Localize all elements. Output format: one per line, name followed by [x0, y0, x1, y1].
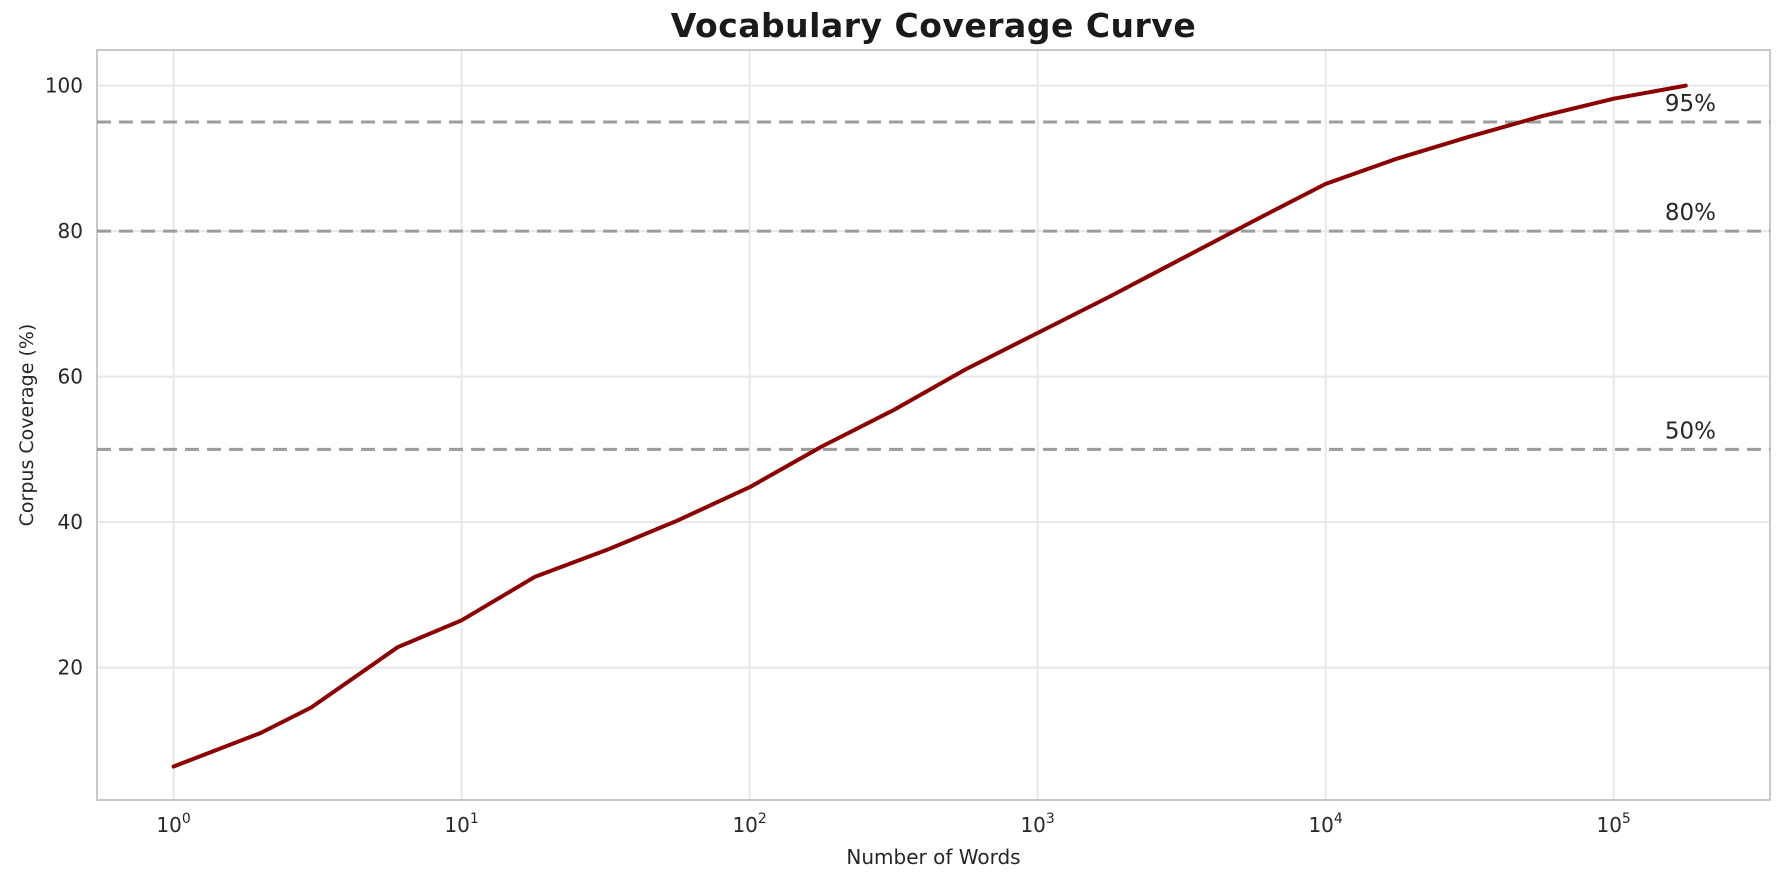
x-tick-label: 102: [732, 811, 766, 837]
y-tick-label: 80: [58, 219, 83, 243]
y-axis-label: Corpus Coverage (%): [16, 323, 38, 527]
y-tick-label: 20: [58, 656, 83, 680]
y-tick-label: 60: [58, 365, 83, 389]
y-tick-label: 100: [45, 74, 83, 98]
x-tick-label: 104: [1308, 811, 1342, 837]
x-tick-label: 101: [444, 811, 478, 837]
reference-line-label: 95%: [1665, 91, 1716, 117]
chart-title: Vocabulary Coverage Curve: [670, 6, 1197, 45]
x-tick-label: 105: [1596, 811, 1630, 837]
plot-border: [96, 49, 1771, 801]
x-axis-label: Number of Words: [846, 845, 1021, 869]
coverage-curve: [171, 83, 1688, 769]
x-tick-label: 100: [156, 811, 190, 837]
reference-line-label: 80%: [1665, 200, 1716, 226]
y-tick-label: 40: [58, 510, 83, 534]
x-tick-label: 103: [1020, 811, 1054, 837]
reference-line-label: 50%: [1665, 418, 1716, 444]
